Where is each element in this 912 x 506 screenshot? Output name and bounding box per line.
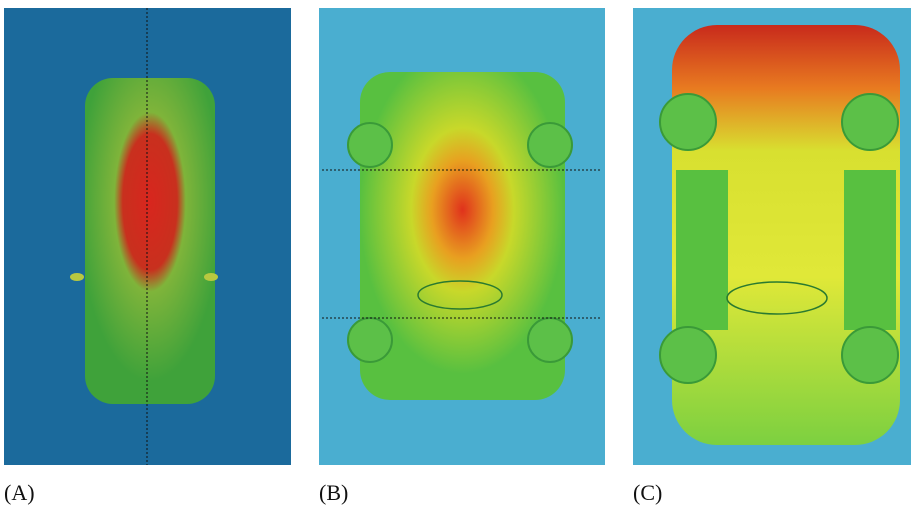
panel-label: (C) (633, 480, 662, 505)
mirror (204, 273, 218, 281)
panel-label: (A) (4, 480, 35, 505)
panel-label: (B) (319, 480, 348, 505)
panel-b: (B) (319, 8, 605, 505)
car (85, 78, 215, 404)
side (844, 170, 896, 330)
panel-c: (C) (633, 8, 911, 505)
panel-a: (A) (4, 8, 291, 505)
figure: (A) (B) (C) (0, 0, 912, 506)
side (676, 170, 728, 330)
mirror (70, 273, 84, 281)
